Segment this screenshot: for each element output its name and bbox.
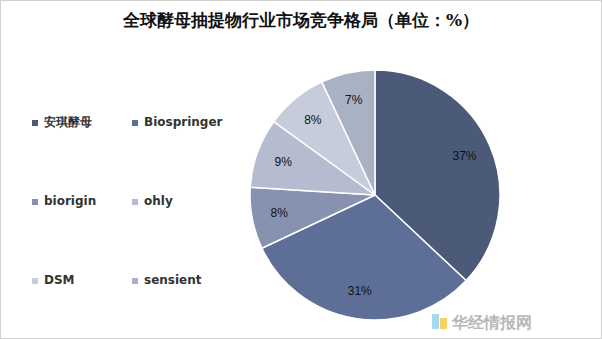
legend-label: ohly [144, 194, 173, 208]
pie-slice [250, 187, 375, 248]
watermark: 华经情报网 [432, 313, 532, 332]
legend-label: biorigin [44, 194, 96, 208]
data-labels: 37% 31% 8% 9% 8% 7% [271, 93, 477, 298]
legend: 安琪酵母 Biospringer biorigin ohly DSM sensient [32, 115, 223, 287]
legend-swatch [132, 199, 138, 205]
pie-slice [322, 70, 375, 195]
watermark-text: 华经情报网 [451, 313, 532, 332]
legend-label: sensient [144, 273, 202, 287]
watermark-icon [440, 318, 447, 329]
legend-label: DSM [44, 273, 75, 287]
data-label: 7% [345, 93, 363, 107]
legend-swatch [32, 278, 38, 284]
legend-swatch [132, 120, 138, 126]
data-label: 31% [348, 284, 372, 298]
data-label: 8% [304, 113, 322, 127]
legend-label: Biospringer [144, 115, 223, 129]
watermark-icon [432, 314, 439, 329]
title: 全球酵母抽提物行业市场竞争格局（单位：%） [122, 10, 479, 30]
legend-swatch [32, 199, 38, 205]
chart-svg: 全球酵母抽提物行业市场竞争格局（单位：%） 37% 31% 8% 9% 8% 7% 安琪酵母 B… [0, 0, 602, 339]
data-label: 37% [452, 149, 476, 163]
data-label: 8% [271, 206, 289, 220]
chart-root: 全球酵母抽提物行业市场竞争格局（单位：%） 37% 31% 8% 9% 8% 7% 安琪酵母 B… [0, 0, 602, 339]
legend-swatch [32, 120, 38, 126]
frame [1, 1, 602, 339]
slices [250, 70, 500, 320]
data-label: 9% [275, 155, 293, 169]
legend-swatch [132, 278, 138, 284]
legend-label: 安琪酵母 [44, 115, 92, 129]
